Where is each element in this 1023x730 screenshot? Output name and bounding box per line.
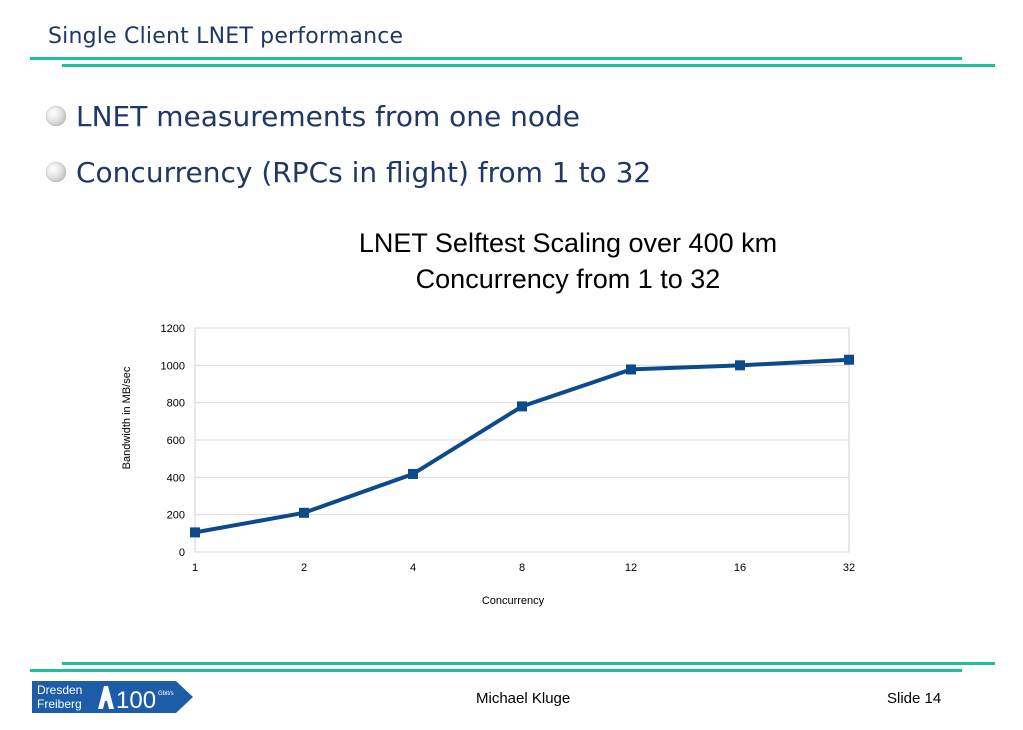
slide-title: Single Client LNET performance	[48, 24, 404, 49]
logo-unit: Gbit/s	[158, 691, 174, 697]
chart-title-line1: LNET Selftest Scaling over 400 km	[358, 228, 778, 258]
x-tick-label: 4	[410, 562, 416, 574]
top-rule-1	[30, 57, 962, 60]
x-tick-label: 32	[843, 562, 855, 574]
y-tick-label: 400	[167, 472, 185, 484]
bullet-text: Concurrency (RPCs in flight) from 1 to 3…	[76, 155, 652, 189]
logo-line2: Freiberg	[37, 697, 82, 711]
footer-author: Michael Kluge	[476, 690, 571, 707]
x-tick-label: 1	[192, 562, 198, 574]
data-point-marker	[626, 364, 636, 375]
top-rule-2	[62, 64, 995, 67]
bullet-item: Concurrency (RPCs in flight) from 1 to 3…	[46, 144, 651, 200]
y-axis-label: Bandwidth in MB/sec	[121, 366, 133, 469]
x-tick-labels: 1 2 4 8 12 16 32	[192, 562, 855, 574]
y-tick-label: 0	[179, 547, 185, 559]
bullet-dot-icon	[46, 162, 66, 182]
bullet-list: LNET measurements from one node Concurre…	[46, 88, 651, 200]
x-tick-label: 2	[301, 562, 307, 574]
dresden-freiberg-logo: Dresden Freiberg 100 Gbit/s	[32, 681, 193, 714]
y-tick-label: 200	[167, 510, 185, 522]
data-point-marker	[299, 507, 309, 518]
y-tick-labels: 0 200 400 600 800 1000 1200	[161, 323, 185, 559]
x-tick-label: 12	[625, 562, 637, 574]
y-tick-label: 1200	[161, 323, 185, 335]
slide-number: Slide 14	[887, 690, 942, 707]
bottom-rule-2	[30, 669, 962, 672]
bullet-dot-icon	[46, 106, 66, 126]
data-point-marker	[190, 527, 200, 538]
data-point-marker	[844, 354, 854, 365]
data-point-marker	[517, 401, 527, 412]
data-point-marker	[735, 360, 745, 371]
data-point-marker	[408, 468, 418, 479]
chart-title-line2: Concurrency from 1 to 32	[415, 264, 721, 294]
x-tick-label: 8	[519, 562, 525, 574]
x-tick-label: 16	[734, 562, 746, 574]
bottom-rule-1	[62, 662, 995, 665]
y-tick-label: 600	[167, 435, 185, 447]
road-icon	[98, 686, 114, 709]
bullet-text: LNET measurements from one node	[76, 99, 581, 133]
logo-number: 100	[116, 687, 156, 714]
y-tick-label: 800	[167, 398, 185, 410]
x-axis-label: Concurrency	[482, 595, 545, 607]
bullet-item: LNET measurements from one node	[46, 88, 651, 144]
logo-line1: Dresden	[37, 683, 82, 697]
y-tick-label: 1000	[161, 360, 185, 372]
data-series	[190, 354, 854, 538]
